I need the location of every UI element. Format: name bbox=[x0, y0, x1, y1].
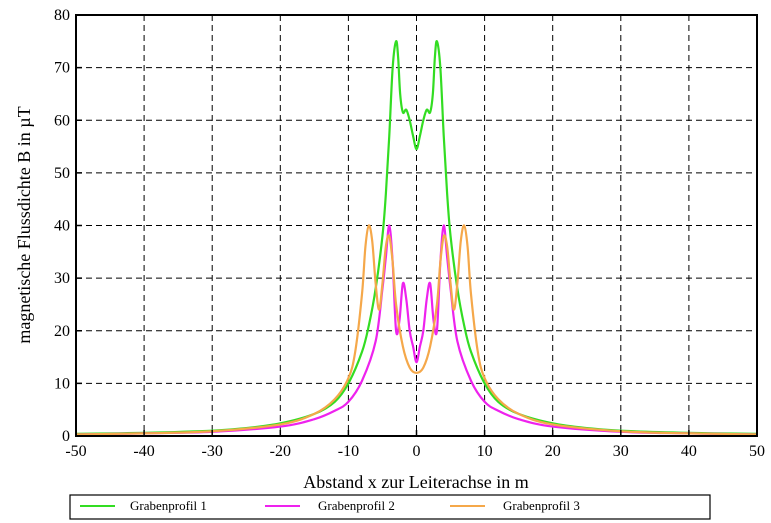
y-tick-label: 10 bbox=[54, 375, 70, 392]
grid bbox=[76, 15, 757, 436]
legend-box bbox=[69, 494, 711, 520]
series-line-grabenprofil-2 bbox=[75, 224, 758, 436]
y-tick-label: 60 bbox=[54, 112, 70, 129]
legend: Grabenprofil 1 Grabenprofil 2 Grabenprof… bbox=[69, 494, 711, 520]
x-tick-label: 10 bbox=[477, 443, 493, 460]
x-tick-label: -20 bbox=[270, 443, 291, 460]
legend-label-grabenprofil-3: Grabenprofil 3 bbox=[503, 498, 580, 513]
x-tick-label: -40 bbox=[133, 443, 154, 460]
ticks: -50 -40 -30 -20 -10 0 10 20 30 40 50 0 10 20 30 40 50 60 7… bbox=[54, 7, 765, 460]
x-tick-label: 20 bbox=[545, 443, 561, 460]
y-tick-label: 70 bbox=[54, 60, 70, 77]
x-tick-label: 40 bbox=[681, 443, 697, 460]
x-tick-label: -10 bbox=[338, 443, 359, 460]
y-tick-label: 40 bbox=[54, 218, 70, 235]
legend-label-grabenprofil-2: Grabenprofil 2 bbox=[318, 498, 395, 513]
legend-label-grabenprofil-1: Grabenprofil 1 bbox=[130, 498, 207, 513]
x-tick-label: 30 bbox=[613, 443, 629, 460]
x-tick-label: -50 bbox=[65, 443, 86, 460]
x-axis-label: Abstand x zur Leiterachse in m bbox=[303, 472, 528, 492]
x-tick-label: -30 bbox=[202, 443, 223, 460]
y-axis-label: magnetische Flussdichte B in µT bbox=[14, 106, 34, 343]
series-group bbox=[75, 40, 758, 436]
y-tick-label: 0 bbox=[62, 428, 70, 445]
x-tick-label: 50 bbox=[749, 443, 765, 460]
y-tick-label: 80 bbox=[54, 7, 70, 24]
x-tick-label: 0 bbox=[413, 443, 421, 460]
y-tick-label: 30 bbox=[54, 270, 70, 287]
series-line-grabenprofil-1 bbox=[75, 40, 758, 435]
series-line-grabenprofil-3 bbox=[75, 224, 758, 436]
y-tick-label: 20 bbox=[54, 323, 70, 340]
y-tick-label: 50 bbox=[54, 165, 70, 182]
